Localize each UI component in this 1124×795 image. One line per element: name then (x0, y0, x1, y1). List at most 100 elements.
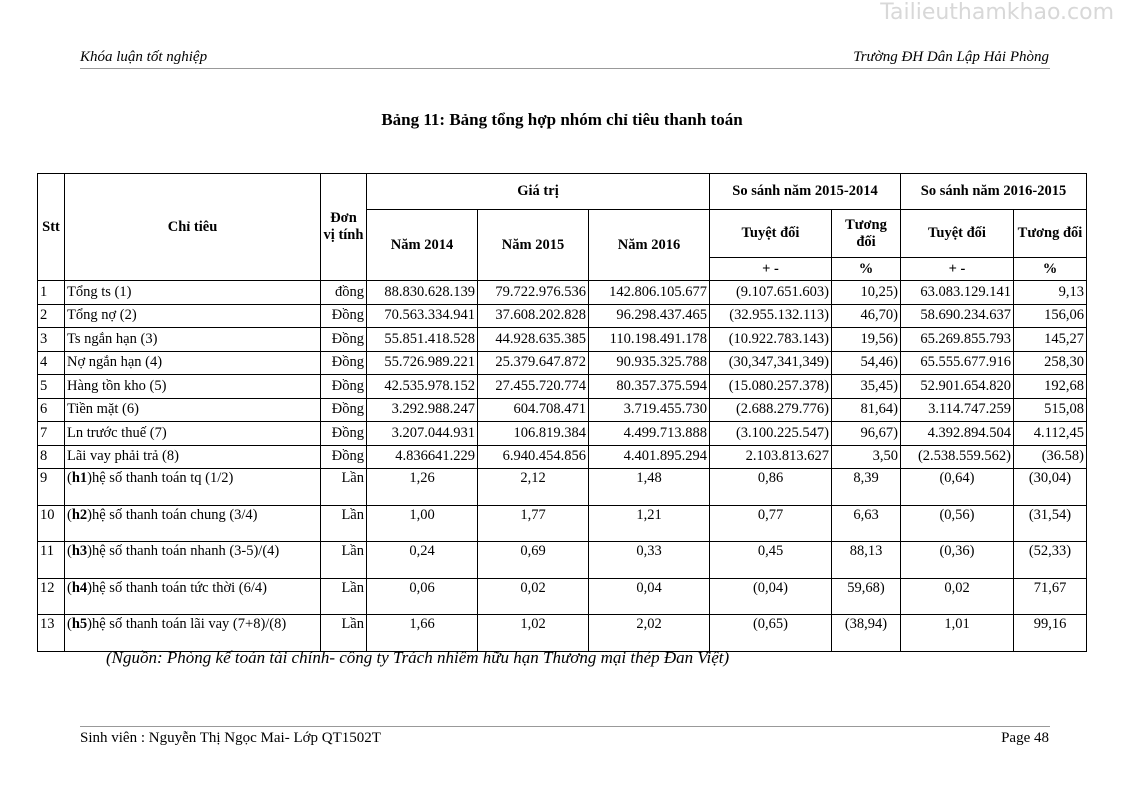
don-vi: Đồng (320, 374, 367, 399)
value-2016: 3.719.455.730 (588, 397, 710, 422)
value-2015: 2,12 (477, 468, 589, 506)
stt: 12 (37, 577, 65, 615)
chi-tieu: Ln trước thuế (7) (64, 421, 321, 446)
stt: 1 (37, 280, 65, 305)
header-stt: Stt (37, 173, 65, 281)
rel-change-2: 99,16 (1013, 614, 1087, 652)
stt: 13 (37, 614, 65, 652)
value-2014: 1,00 (366, 504, 478, 542)
stt: 5 (37, 374, 65, 399)
rel-change-2: (30,04) (1013, 468, 1087, 506)
don-vi: Lần (320, 541, 367, 579)
stt: 6 (37, 397, 65, 422)
abs-change-2: (0,56) (900, 504, 1014, 542)
header-tuyet-doi: Tuyệt đối (900, 209, 1014, 258)
abs-change-1: (2.688.279.776) (709, 397, 832, 422)
table-row: 2 Tổng nợ (2) Đồng 70.563.334.941 37.608.202… (37, 303, 1087, 328)
abs-change-1: (0,04) (709, 577, 832, 615)
header-gia-tri: Giá trị (366, 173, 710, 210)
chi-tieu: (h4)hệ số thanh toán tức thời (6/4) (64, 577, 321, 615)
value-2015: 44.928.635.385 (477, 327, 589, 352)
don-vi: Đồng (320, 397, 367, 422)
don-vi: Đồng (320, 444, 367, 469)
abs-change-1: 0,86 (709, 468, 832, 506)
rel-change-1: 35,45) (831, 374, 901, 399)
value-2014: 3.207.044.931 (366, 421, 478, 446)
table-row: 9 (h1)hệ số thanh toán tq (1/2) Lần 1,26 2,1… (37, 468, 1087, 506)
watermark: Tailieuthamkhao.com (880, 0, 1114, 25)
value-2016: 4.499.713.888 (588, 421, 710, 446)
stt: 7 (37, 421, 65, 446)
value-2015: 1,02 (477, 614, 589, 652)
table-row: 13 (h5)hệ số thanh toán lãi vay (7+8)/(8)… (37, 614, 1087, 652)
abs-change-2: (0,64) (900, 468, 1014, 506)
value-2016: 96.298.437.465 (588, 303, 710, 328)
don-vi: Đồng (320, 327, 367, 352)
abs-change-1: (9.107.651.603) (709, 280, 832, 305)
header-year: Năm 2016 (588, 209, 710, 281)
value-2016: 80.357.375.594 (588, 374, 710, 399)
stt: 11 (37, 541, 65, 579)
don-vi: đồng (320, 280, 367, 305)
value-2014: 3.292.988.247 (366, 397, 478, 422)
header-tuong-doi: Tương đối (1013, 209, 1087, 258)
rel-change-2: 258,30 (1013, 350, 1087, 375)
value-2015: 79.722.976.536 (477, 280, 589, 305)
footer-left: Sinh viên : Nguyễn Thị Ngọc Mai- Lớp QT1… (80, 730, 381, 746)
chi-tieu: Hàng tồn kho (5) (64, 374, 321, 399)
table-row: 10 (h2)hệ số thanh toán chung (3/4) Lần 1,0… (37, 504, 1087, 542)
value-2016: 1,48 (588, 468, 710, 506)
abs-change-1: (32.955.132.113) (709, 303, 832, 328)
rel-change-1: 3,50 (831, 444, 901, 469)
stt: 10 (37, 504, 65, 542)
stt: 9 (37, 468, 65, 506)
don-vi: Lần (320, 504, 367, 542)
value-2015: 27.455.720.774 (477, 374, 589, 399)
header-tuong-doi: Tương đối (831, 209, 901, 258)
rel-change-2: (31,54) (1013, 504, 1087, 542)
abs-change-2: 65.555.677.916 (900, 350, 1014, 375)
rel-change-1: 10,25) (831, 280, 901, 305)
footer-right: Page 48 (1001, 730, 1049, 746)
value-2015: 25.379.647.872 (477, 350, 589, 375)
value-2015: 1,77 (477, 504, 589, 542)
table-row: 4 Nợ ngắn hạn (4) Đồng 55.726.989.221 25.379… (37, 350, 1087, 375)
chi-tieu: (h2)hệ số thanh toán chung (3/4) (64, 504, 321, 542)
table-row: 12 (h4)hệ số thanh toán tức thời (6/4) Lần… (37, 577, 1087, 615)
stt: 8 (37, 444, 65, 469)
value-2015: 604.708.471 (477, 397, 589, 422)
table-row: 6 Tiền mặt (6) Đồng 3.292.988.247 604.708.47… (37, 397, 1087, 422)
chi-tieu: Lãi vay phải trả (8) (64, 444, 321, 469)
stt: 3 (37, 327, 65, 352)
don-vi: Đồng (320, 303, 367, 328)
rel-change-1: 8,39 (831, 468, 901, 506)
value-2016: 90.935.325.788 (588, 350, 710, 375)
header-don-vi: Đơn vị tính (320, 173, 367, 281)
rel-change-2: 71,67 (1013, 577, 1087, 615)
value-2014: 55.851.418.528 (366, 327, 478, 352)
chi-tieu: (h1)hệ số thanh toán tq (1/2) (64, 468, 321, 506)
abs-change-2: 4.392.894.504 (900, 421, 1014, 446)
table-row: 5 Hàng tồn kho (5) Đồng 42.535.978.152 27.45… (37, 374, 1087, 399)
abs-change-2: 1,01 (900, 614, 1014, 652)
don-vi: Lần (320, 468, 367, 506)
value-2014: 55.726.989.221 (366, 350, 478, 375)
header-sign: + - (709, 257, 832, 281)
value-2016: 110.198.491.178 (588, 327, 710, 352)
rel-change-2: 156,06 (1013, 303, 1087, 328)
chi-tieu: Tiền mặt (6) (64, 397, 321, 422)
header-pct: % (831, 257, 901, 281)
value-2015: 0,69 (477, 541, 589, 579)
abs-change-1: (10.922.783.143) (709, 327, 832, 352)
rel-change-1: 54,46) (831, 350, 901, 375)
chi-tieu: (h5)hệ số thanh toán lãi vay (7+8)/(8) (64, 614, 321, 652)
chi-tieu: Nợ ngắn hạn (4) (64, 350, 321, 375)
data-table: Stt Chỉ tiêu Đơn vị tính Giá trị So sánh… (37, 173, 1087, 652)
stt: 2 (37, 303, 65, 328)
chi-tieu: (h3)hệ số thanh toán nhanh (3-5)/(4) (64, 541, 321, 579)
rel-change-1: 81,64) (831, 397, 901, 422)
abs-change-1: 0,45 (709, 541, 832, 579)
stt: 4 (37, 350, 65, 375)
header-chi-tieu: Chỉ tiêu (64, 173, 321, 281)
